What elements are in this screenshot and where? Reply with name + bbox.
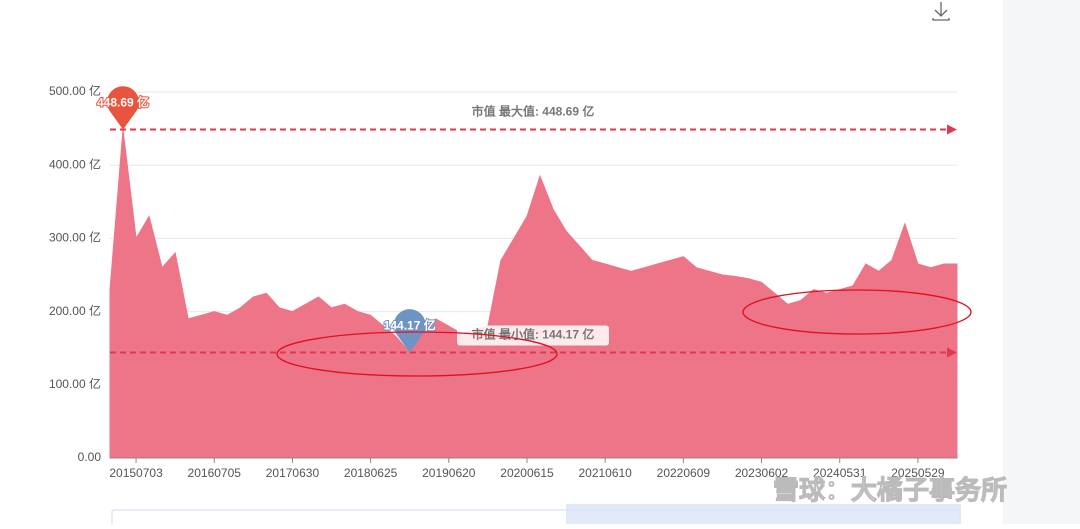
x-tick-label: 20250529 [891,466,945,480]
x-tick-label: 20190620 [422,466,476,480]
y-tick-label: 300.00 亿 [49,230,101,245]
x-tick-label: 20150703 [109,466,163,480]
mark-line-label: 市值 最小值: 144.17 亿 [472,327,595,342]
side-panel [1003,0,1080,524]
mark-line-arrow [947,124,957,135]
pin-label: 448.69 亿 [97,95,149,110]
x-tick-label: 20200615 [500,466,554,480]
x-tick-label: 20180625 [344,466,398,480]
x-tick-label: 20230602 [735,466,789,480]
y-tick-label: 100.00 亿 [49,376,101,391]
highlight-ellipse [742,289,972,335]
x-tick-label: 20170630 [266,466,320,480]
x-tick-label: 20160705 [188,466,242,480]
watermark: 雪球：大橘子事务所 [773,475,1007,505]
mark-line-label: 市值 最大值: 448.69 亿 [472,104,595,119]
pin [393,309,426,353]
y-tick-label: 500.00 亿 [49,83,101,98]
pin [107,86,140,130]
y-tick-label: 400.00 亿 [49,156,101,171]
y-tick-label: 0.00 [78,450,102,464]
zoom-window[interactable] [566,504,961,526]
highlight-ellipse [276,331,558,377]
x-tick-label: 20240531 [813,466,867,480]
download-icon[interactable] [932,2,950,21]
x-tick-label: 20210610 [578,466,632,480]
y-tick-label: 200.00 亿 [49,303,101,318]
area [109,129,958,459]
mark-line-label-bg [457,325,609,346]
mark-line-arrow [947,347,957,358]
x-tick-label: 20220609 [657,466,711,480]
pin-label: 144.17 亿 [384,318,436,333]
